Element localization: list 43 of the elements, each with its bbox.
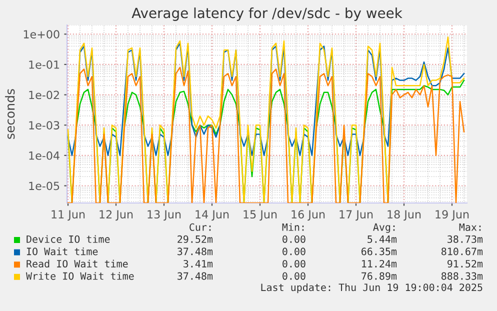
x-tick-label: 12 Jun [100,210,133,221]
text: 38.73m [448,235,483,243]
text: 91.52m [448,260,483,268]
text: Last update: Thu Jun 19 19:00:04 2025 [261,283,482,294]
text: 37.48m [178,272,213,280]
legend-label: Read IO Wait time [26,260,128,268]
text: 888.33m [441,272,483,280]
y-tick-label: 1e+00 [24,30,60,39]
x-tick-label: 16 Jun [292,210,325,221]
y-tick-label: 1e-05 [29,182,60,190]
text: 5.44m [368,235,397,243]
text: 29.52m [178,235,213,243]
text: Cur: [190,223,211,231]
x-tick-label: 13 Jun [148,210,181,221]
text: Min: [282,223,304,231]
x-tick-label: 11 Jun [52,210,85,221]
y-tick-label: 1e-02 [29,90,59,100]
text: 0.00 [282,248,306,256]
x-tick-label: 19 Jun [436,210,469,221]
x-tick-label: 18 Jun [388,210,421,221]
text: 37.48m [178,248,213,256]
text: 66.35m [362,248,397,256]
legend-label: Device IO time [26,235,110,243]
y-axis-title: seconds [5,89,15,139]
y-tick-label: 1e-01 [29,60,60,69]
line-series [67,36,465,203]
y-tick-label: 1e-03 [29,121,60,130]
text: 3.41m [184,260,213,268]
text: Avg: [373,223,395,233]
x-tick-label: 17 Jun [340,210,373,221]
text: 76.89m [362,272,397,280]
legend-label: IO Wait time [26,247,98,256]
text: 11.24m [362,260,397,268]
text: 0.00 [282,272,306,280]
chart-title: Average latency for /dev/sdc - by week [132,8,402,21]
text: 0.00 [282,260,306,268]
text: 810.67m [441,248,483,256]
legend-label: Write IO Wait time [26,272,134,280]
y-tick-label: 1e-04 [29,151,60,160]
text: Max: [459,223,481,231]
x-tick-label: 14 Jun [196,210,229,221]
x-tick-label: 15 Jun [244,210,277,221]
text: 0.00 [282,235,306,243]
